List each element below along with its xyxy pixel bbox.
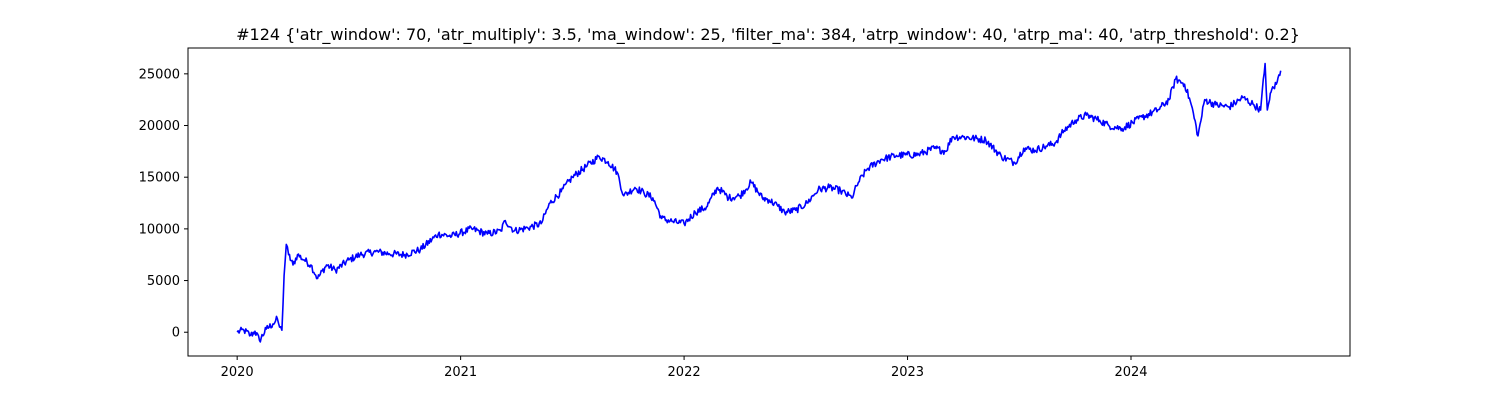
series-group — [236, 62, 1282, 343]
plot-area-border — [187, 47, 1351, 357]
x-tick-label: 2022 — [668, 365, 701, 380]
y-tick-label: 5000 — [147, 274, 180, 289]
plot-frame — [187, 47, 1351, 357]
y-tick-label: 15000 — [139, 171, 180, 186]
y-tick-label: 10000 — [139, 222, 180, 237]
x-tick-label: 2023 — [891, 365, 924, 380]
chart-title: #124 {'atr_window': 70, 'atr_multiply': … — [236, 25, 1300, 45]
y-axis: 0 5000 10000 15000 20000 25000 — [139, 67, 188, 341]
x-axis: 2020 2021 2022 2023 2024 — [221, 356, 1148, 380]
x-tick-label: 2024 — [1114, 365, 1147, 380]
x-tick-label: 2021 — [444, 365, 477, 380]
series-line-0 — [236, 62, 1282, 343]
y-tick-label: 20000 — [139, 119, 180, 134]
y-tick-label: 0 — [172, 326, 180, 341]
x-tick-label: 2020 — [221, 365, 254, 380]
y-tick-label: 25000 — [139, 67, 180, 82]
